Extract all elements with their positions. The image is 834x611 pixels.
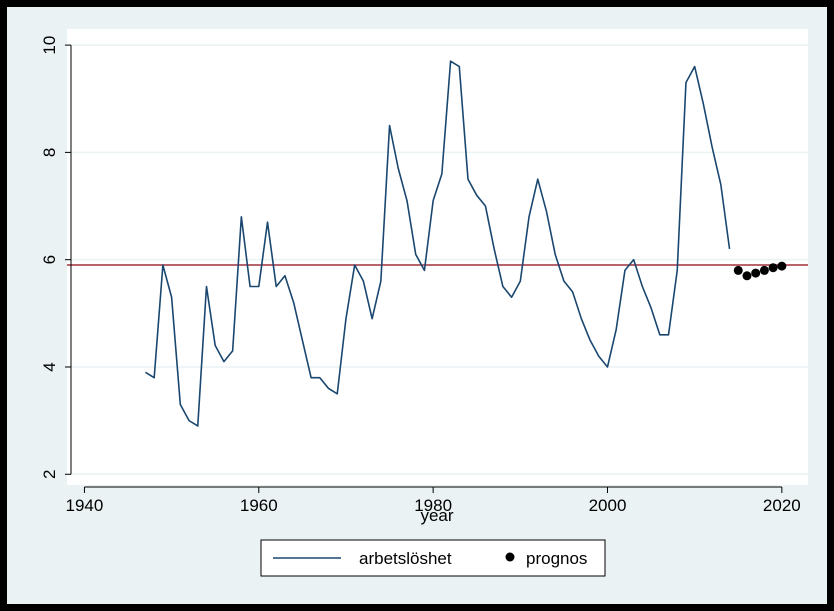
chart-svg: 2 4 6 8 10 1940 1960 1980 2000 2020 year arbetslö… xyxy=(40,29,808,577)
legend: arbetslöshet prognos xyxy=(260,539,606,577)
series-line-arbetsloshet xyxy=(145,60,731,427)
x-axis-title: year xyxy=(420,506,453,525)
legend-label-prognos: prognos xyxy=(526,549,587,568)
series-point-prognos-2016 xyxy=(742,271,752,281)
y-tick-label-10: 10 xyxy=(40,36,59,55)
grid-lines xyxy=(67,44,808,476)
y-tick-label-8: 8 xyxy=(40,148,59,157)
series-point-prognos-2019 xyxy=(768,263,778,273)
x-tick-label-1980: 1980 xyxy=(414,496,452,515)
x-tick-label-1940: 1940 xyxy=(66,496,104,515)
legend-key-prognos xyxy=(505,552,515,562)
series-point-prognos-2015 xyxy=(733,265,743,275)
chart-frame: 2 4 6 8 10 1940 1960 1980 2000 2020 year arbetslö… xyxy=(7,7,827,604)
y-tick-label-2: 2 xyxy=(40,470,59,479)
x-tick-label-2020: 2020 xyxy=(763,496,801,515)
x-tick-label-1960: 1960 xyxy=(240,496,278,515)
legend-label-arbetsloshet: arbetslöshet xyxy=(359,549,452,568)
axes-group: 2 4 6 8 10 1940 1960 1980 2000 2020 xyxy=(40,36,801,515)
x-tick-label-2000: 2000 xyxy=(589,496,627,515)
series-point-prognos-2020 xyxy=(777,261,787,271)
series-point-prognos-2017 xyxy=(751,268,761,278)
series-point-prognos-2018 xyxy=(759,265,769,275)
plot-area xyxy=(67,29,808,485)
y-tick-label-6: 6 xyxy=(40,255,59,264)
y-tick-label-4: 4 xyxy=(40,362,59,371)
series-group xyxy=(145,60,787,427)
